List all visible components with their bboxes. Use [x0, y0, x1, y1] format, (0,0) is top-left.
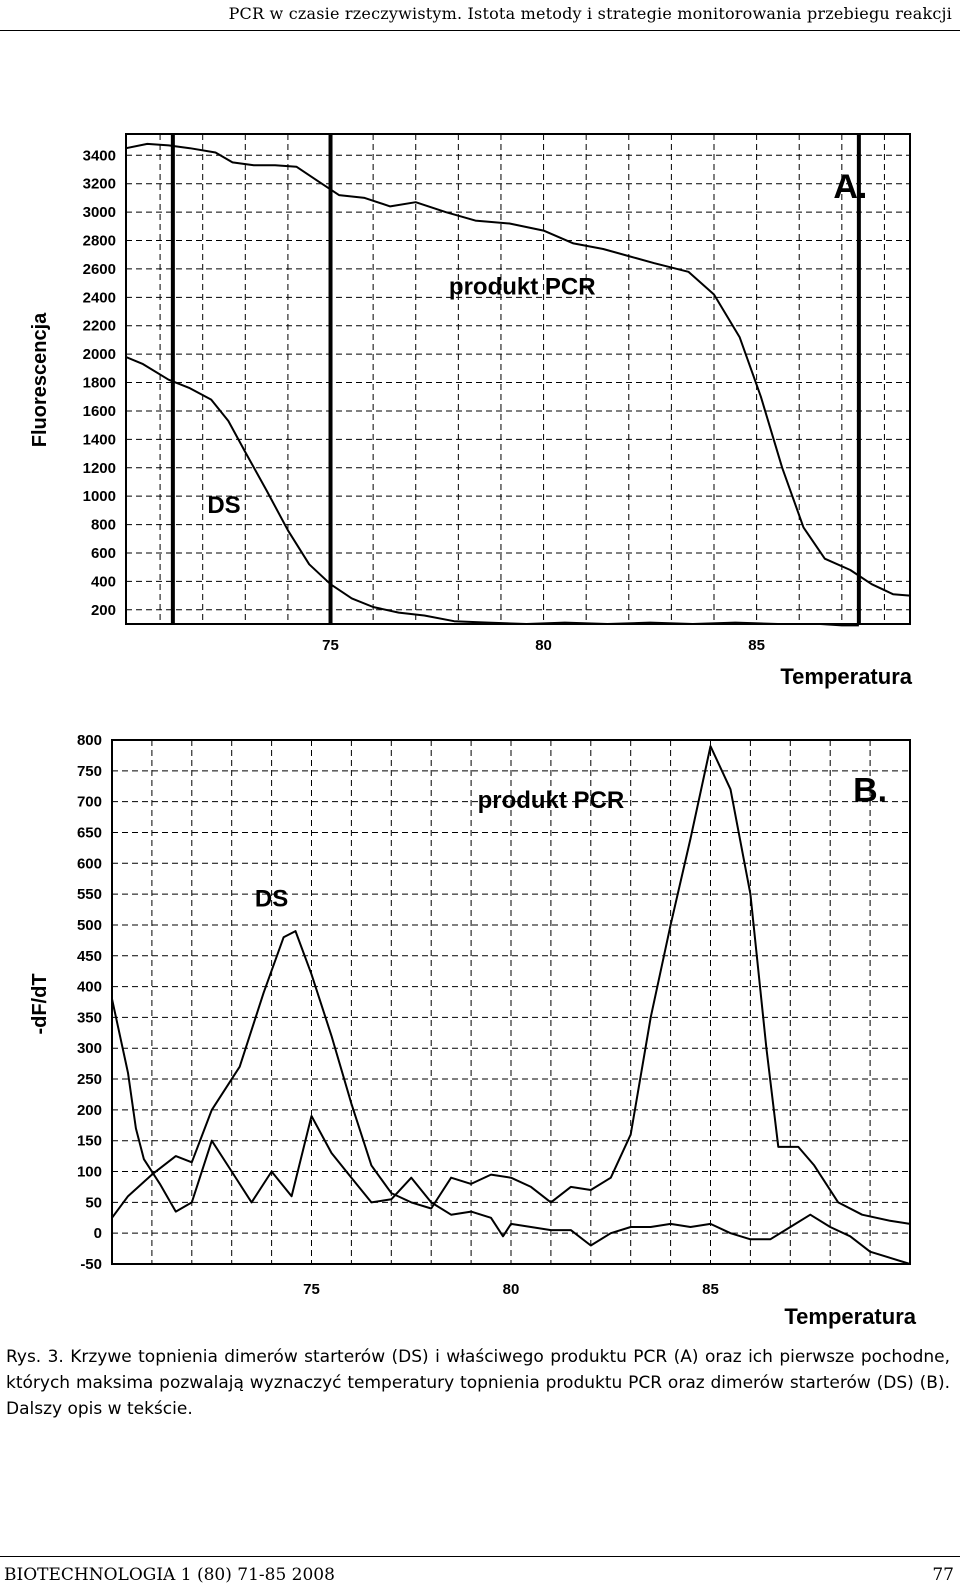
journal-citation: BIOTECHNOLOGIA 1 (80) 71-85 2008: [4, 1565, 335, 1585]
panel-a-y-tick-label: 1800: [83, 375, 116, 392]
panel-b-y-tick-label: 800: [77, 732, 102, 749]
panel-a-x-tick-label: 85: [748, 637, 765, 654]
panel-b-y-tick-label: 750: [77, 763, 102, 780]
panel-b-y-tick-label: 650: [77, 824, 102, 841]
panel-b-x-tick-label: 80: [503, 1281, 520, 1298]
panel-b-y-axis-label: -dF/dT: [29, 973, 51, 1034]
panel-a-y-tick-label: 1000: [83, 488, 116, 505]
panel-a-y-tick-label: 2600: [83, 261, 116, 278]
panel-b-y-tick-label: 100: [77, 1164, 102, 1181]
panel-a-plot-frame: [125, 133, 911, 625]
panel-a-y-tick-label: 3000: [83, 204, 116, 221]
running-title: PCR w czasie rzeczywistym. Istota metody…: [228, 4, 952, 23]
panel-a-annotation-label: produkt PCR: [449, 273, 596, 300]
panel-b-x-tick-label: 75: [303, 1281, 320, 1298]
panel-a-y-tick-label: 2000: [83, 346, 116, 363]
panel-b-y-tick-label: 400: [77, 979, 102, 996]
panel-a-y-tick-label: 2800: [83, 233, 116, 250]
panel-b-y-tick-label: 50: [85, 1194, 102, 1211]
panel-b-series-produkt-pcr: [111, 745, 911, 1225]
panel-b-annotation-label: DS: [255, 885, 288, 912]
panel-a-y-tick-label: 3200: [83, 176, 116, 193]
panel-a-y-tick-label: 2200: [83, 318, 116, 335]
panel-b-y-tick-label: -50: [80, 1256, 102, 1273]
panel-a-y-tick-label: 1600: [83, 403, 116, 420]
panel-a-x-tick-label: 75: [322, 637, 339, 654]
figure-3: 200 400 600 800 1000 1200 1400 1600 1800 2000 2200…: [0, 110, 960, 1334]
panel-b-y-tick-label: 350: [77, 1009, 102, 1026]
panel-a-y-tick-label: 800: [91, 517, 116, 534]
panel-b-x-tick-label: 85: [702, 1281, 719, 1298]
melting-curve-figure: 2004006008001000120014001600180020002200…: [29, 133, 917, 1329]
panel-b-y-tick-label: 500: [77, 917, 102, 934]
figure-caption: Rys. 3. Krzywe topnienia dimerów starter…: [6, 1347, 950, 1419]
panel-a-y-tick-label: 1200: [83, 460, 116, 477]
panel-a-panel-letter: A.: [833, 168, 867, 206]
panel-b-y-tick-label: 300: [77, 1040, 102, 1057]
panel-b-series-ds: [111, 998, 911, 1265]
panel-a-y-tick-label: 3400: [83, 147, 116, 164]
running-header: PCR w czasie rzeczywistym. Istota metody…: [0, 0, 960, 31]
panel-a-x-axis-label: Temperatura: [780, 664, 912, 689]
page-footer: BIOTECHNOLOGIA 1 (80) 71-85 2008 77: [0, 1556, 960, 1593]
panel-b-panel-letter: B.: [853, 772, 887, 810]
panel-b-y-tick-label: 150: [77, 1133, 102, 1150]
panel-a-y-tick-label: 600: [91, 545, 116, 562]
panel-b-annotation-label: produkt PCR: [478, 787, 625, 814]
panel-a-series-ds: [125, 356, 859, 627]
panel-b-y-tick-label: 600: [77, 855, 102, 872]
page-number: 77: [932, 1565, 954, 1585]
panel-b-y-tick-label: 450: [77, 948, 102, 965]
panel-a-x-tick-label: 80: [535, 637, 552, 654]
panel-a-y-tick-label: 2400: [83, 289, 116, 306]
panel-b-y-tick-label: 700: [77, 794, 102, 811]
panel-a-y-tick-label: 400: [91, 573, 116, 590]
panel-b-x-axis-label: Temperatura: [784, 1304, 916, 1329]
panel-b-y-tick-label: 550: [77, 886, 102, 903]
panel-b-y-tick-label: 250: [77, 1071, 102, 1088]
panel-a-y-tick-label: 200: [91, 602, 116, 619]
panel-b-y-tick-label: 0: [94, 1225, 102, 1242]
panel-a-y-tick-label: 1400: [83, 431, 116, 448]
panel-a-y-axis-label: Fluorescencja: [29, 312, 51, 447]
panel-a-annotation-label: DS: [207, 492, 240, 519]
panel-a-series-produkt-pcr: [125, 142, 911, 597]
panel-b-y-tick-label: 200: [77, 1102, 102, 1119]
